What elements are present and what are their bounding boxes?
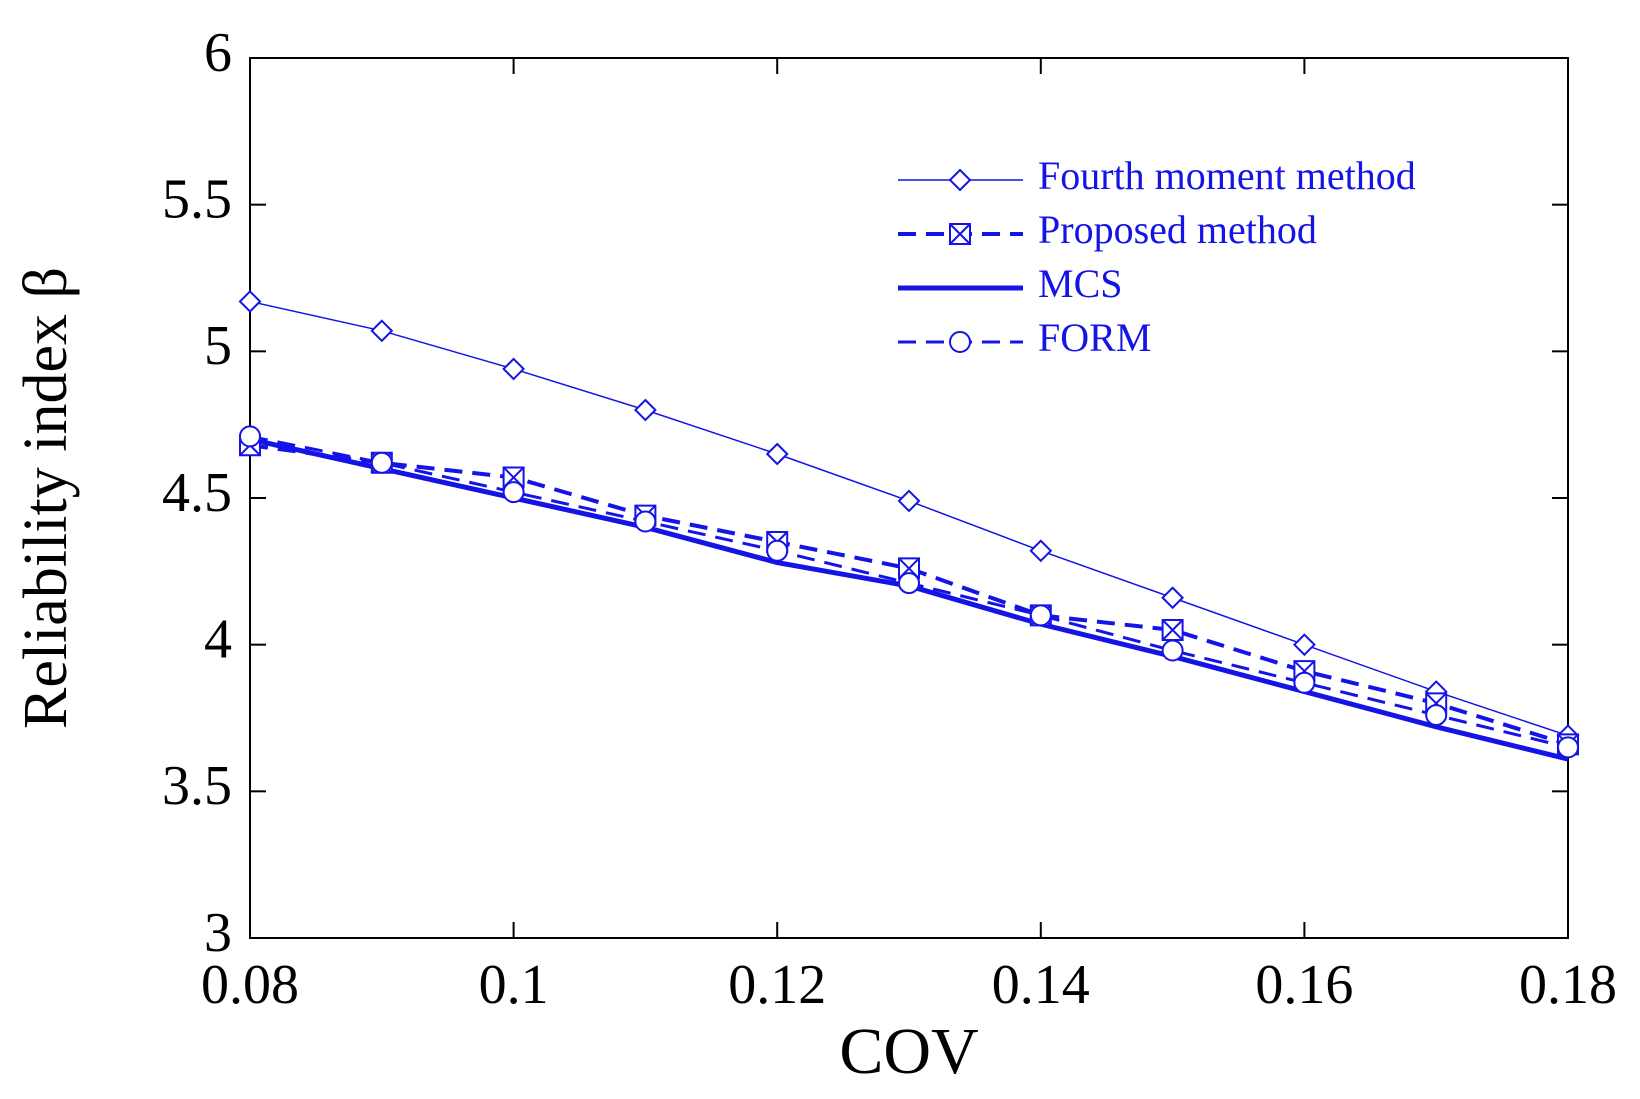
marker — [1161, 586, 1185, 610]
y-axis-label: Reliability index β — [12, 267, 80, 729]
y-tick-label: 3 — [204, 902, 232, 964]
x-tick-label: 0.16 — [1255, 954, 1353, 1016]
y-tick-label: 4 — [204, 609, 232, 671]
marker — [1029, 604, 1052, 627]
marker — [766, 539, 789, 562]
marker — [1292, 633, 1316, 657]
marker — [370, 319, 394, 343]
y-tick-label: 5 — [204, 315, 232, 377]
marker — [898, 572, 920, 595]
marker — [765, 442, 789, 466]
y-tick-label: 6 — [204, 22, 232, 84]
series-line — [249, 436, 1569, 762]
x-tick-label: 0.18 — [1519, 954, 1617, 1016]
legend-marker — [949, 223, 971, 245]
x-tick-label: 0.14 — [992, 954, 1090, 1016]
marker — [239, 425, 261, 448]
marker — [634, 510, 657, 533]
legend-label: MCS — [1038, 261, 1123, 306]
marker — [238, 290, 262, 313]
marker — [897, 489, 921, 513]
legend: Fourth moment method Proposed method MCS FO… — [898, 153, 1416, 360]
y-tick-label: 5.5 — [162, 169, 232, 231]
x-tick-label: 0.08 — [201, 954, 299, 1016]
legend-marker — [948, 168, 972, 192]
y-tick-label: 3.5 — [162, 755, 232, 817]
legend-label: Proposed method — [1038, 207, 1317, 252]
series-line — [249, 443, 1569, 747]
marker — [1161, 619, 1184, 641]
marker — [1425, 704, 1448, 727]
legend-label: FORM — [1038, 315, 1151, 360]
marker — [1557, 736, 1579, 759]
marker — [502, 357, 526, 381]
marker — [1293, 671, 1316, 694]
legend-label: Fourth moment method — [1038, 153, 1416, 198]
marker — [502, 481, 525, 504]
x-axis-label: COV — [839, 1015, 978, 1088]
marker — [633, 398, 657, 422]
series-line — [249, 300, 1569, 737]
y-tick-label: 4.5 — [162, 462, 232, 524]
x-tick-label: 0.1 — [479, 954, 549, 1016]
marker — [370, 451, 393, 474]
legend-marker — [949, 331, 971, 353]
marker — [1029, 539, 1053, 563]
x-tick-label: 0.12 — [728, 954, 826, 1016]
marker — [1161, 639, 1184, 662]
